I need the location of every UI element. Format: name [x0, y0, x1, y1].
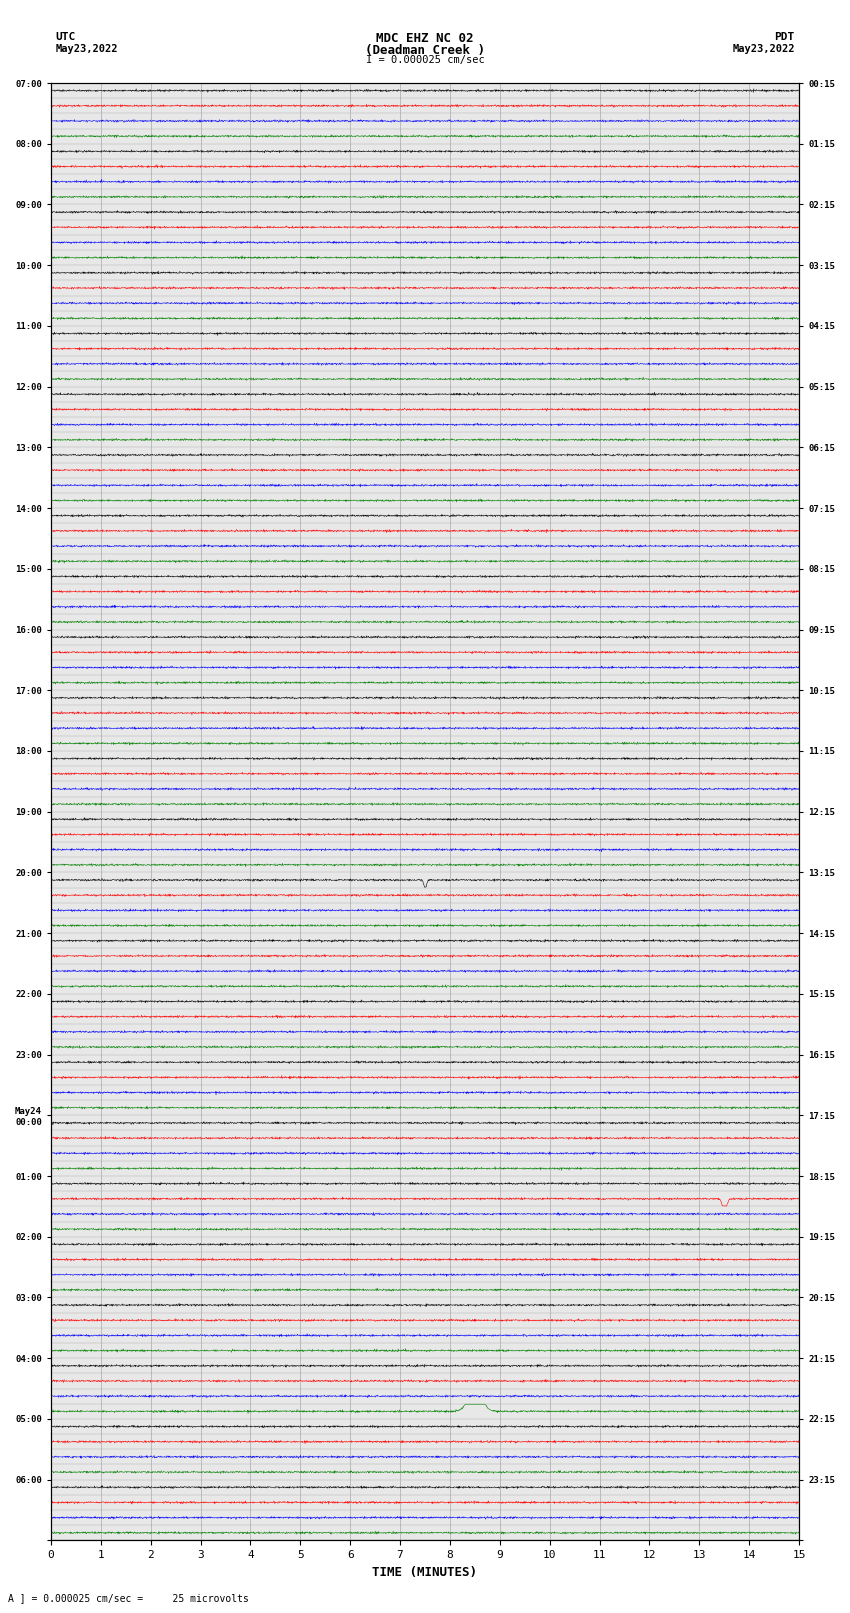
Text: May23,2022: May23,2022 [55, 44, 118, 53]
Text: PDT: PDT [774, 32, 795, 42]
Text: (Deadman Creek ): (Deadman Creek ) [365, 44, 485, 56]
Text: MDC EHZ NC 02: MDC EHZ NC 02 [377, 32, 473, 45]
Text: UTC: UTC [55, 32, 76, 42]
Text: May23,2022: May23,2022 [732, 44, 795, 53]
Text: I = 0.000025 cm/sec: I = 0.000025 cm/sec [366, 55, 484, 65]
Text: A ] = 0.000025 cm/sec =     25 microvolts: A ] = 0.000025 cm/sec = 25 microvolts [8, 1594, 249, 1603]
X-axis label: TIME (MINUTES): TIME (MINUTES) [372, 1566, 478, 1579]
